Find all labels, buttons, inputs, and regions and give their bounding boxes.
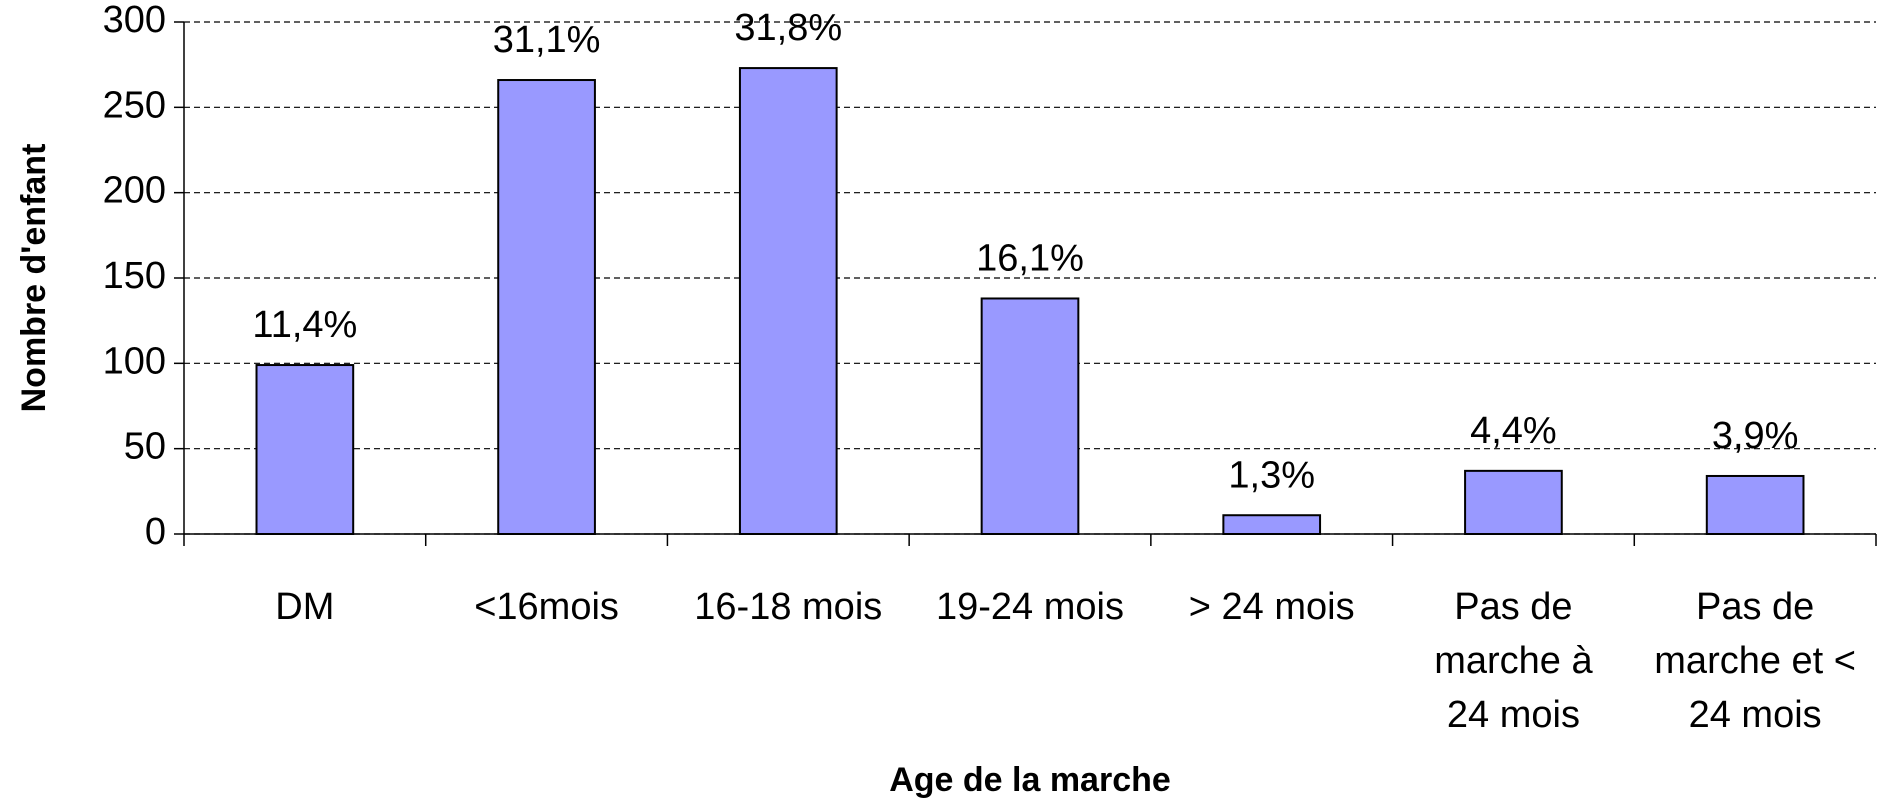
y-tick-label: 200 (103, 170, 166, 212)
y-axis-title: Nombre d'enfant (15, 144, 53, 413)
data-label: 31,1% (493, 19, 601, 61)
data-label: 3,9% (1712, 415, 1799, 457)
x-tick-label: 16-18 mois (694, 586, 883, 628)
bar (738, 67, 838, 536)
y-tick-label: 50 (124, 426, 166, 468)
y-tick-label: 0 (145, 511, 166, 553)
y-tick-label: 100 (103, 340, 166, 382)
bar (1705, 474, 1805, 535)
y-tick-label: 150 (103, 255, 166, 297)
x-tick-label: Pas de marche et < 24 mois (1654, 586, 1856, 736)
bar (980, 297, 1080, 536)
bar (255, 364, 355, 536)
x-tick-label: <16mois (474, 586, 619, 628)
y-tick-label: 250 (103, 84, 166, 126)
bar (1222, 514, 1322, 536)
data-label: 4,4% (1470, 410, 1557, 452)
data-label: 11,4% (252, 304, 357, 346)
x-tick-label: Pas de marche à 24 mois (1434, 586, 1593, 736)
x-tick-label: > 24 mois (1188, 586, 1355, 628)
data-label: 16,1% (976, 238, 1084, 280)
bar (497, 79, 596, 535)
bar (1464, 469, 1563, 535)
x-tick-label: 19-24 mois (936, 586, 1124, 628)
x-tick-label: DM (275, 586, 335, 628)
data-label: 1,3% (1228, 454, 1315, 496)
y-tick-label: 300 (103, 0, 166, 41)
data-label: 31,8% (734, 7, 842, 49)
x-axis-title: Age de la marche (889, 761, 1171, 799)
